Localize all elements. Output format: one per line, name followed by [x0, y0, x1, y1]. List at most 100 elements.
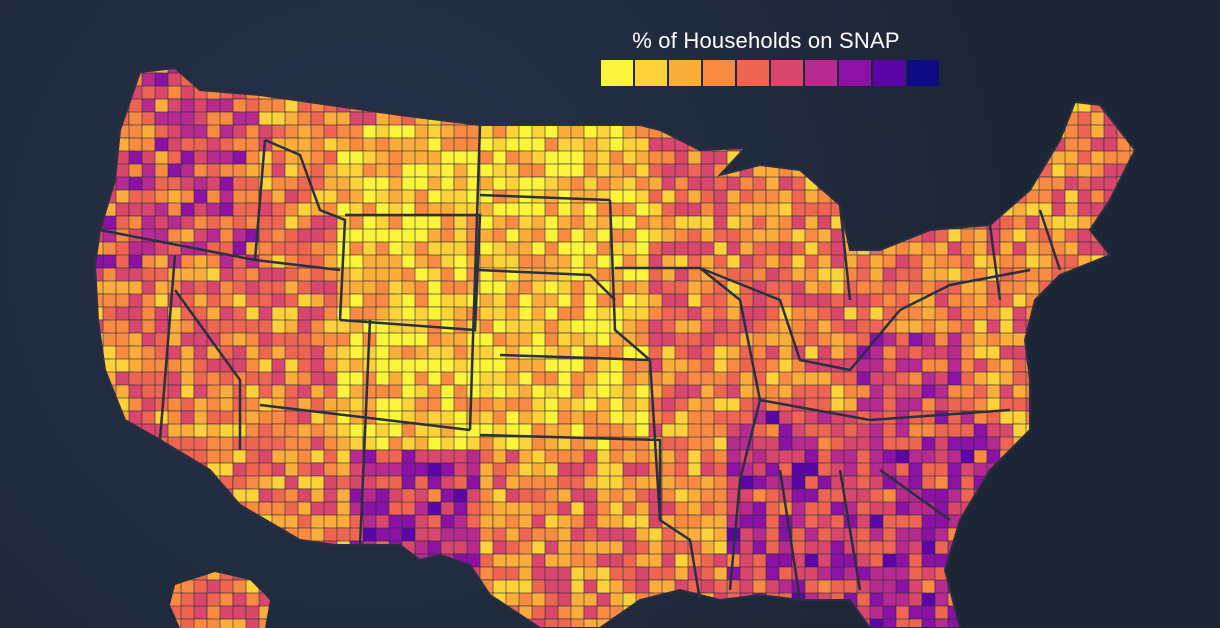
county — [856, 98, 878, 114]
county — [765, 98, 787, 118]
county — [583, 85, 600, 101]
county — [401, 592, 420, 609]
county — [362, 501, 377, 517]
county — [648, 605, 664, 623]
county — [128, 475, 145, 494]
county — [1129, 358, 1135, 376]
county — [128, 202, 143, 217]
county — [375, 85, 395, 103]
county — [1064, 345, 1082, 360]
county — [427, 68, 444, 76]
county — [414, 163, 430, 179]
county — [1077, 306, 1096, 324]
county — [1103, 358, 1120, 375]
county — [999, 527, 1015, 544]
county — [128, 462, 149, 478]
county — [453, 410, 468, 425]
county — [141, 488, 160, 504]
county — [414, 579, 435, 597]
county — [804, 150, 826, 170]
county — [466, 592, 484, 608]
county — [1116, 280, 1135, 298]
county — [1064, 436, 1084, 454]
county — [752, 605, 770, 623]
county — [726, 98, 741, 113]
county — [154, 306, 169, 321]
county — [128, 384, 143, 400]
county — [999, 176, 1021, 192]
county — [505, 228, 520, 243]
county — [531, 449, 547, 465]
county — [284, 553, 302, 572]
county — [843, 618, 858, 628]
county — [1103, 384, 1119, 401]
county — [778, 124, 800, 144]
county — [1090, 280, 1107, 299]
county — [323, 618, 343, 628]
county — [362, 68, 378, 79]
county — [908, 98, 929, 115]
county — [1064, 579, 1079, 596]
county — [492, 540, 508, 555]
county — [440, 605, 461, 623]
county — [752, 111, 772, 128]
county — [297, 501, 312, 517]
county — [128, 566, 149, 581]
county — [258, 553, 273, 570]
county — [882, 137, 903, 154]
county — [908, 475, 923, 490]
county — [167, 566, 186, 585]
county — [1051, 423, 1070, 439]
county — [323, 319, 339, 334]
county — [882, 150, 898, 166]
county — [1090, 436, 1111, 454]
county — [1129, 540, 1135, 558]
county — [479, 85, 499, 103]
county — [128, 514, 148, 530]
county — [1103, 475, 1123, 493]
county — [648, 397, 663, 412]
county — [323, 72, 341, 92]
county — [1103, 605, 1118, 624]
county — [1012, 488, 1031, 508]
county — [1064, 553, 1079, 569]
county — [479, 68, 499, 74]
county — [1064, 358, 1083, 376]
county — [505, 254, 520, 269]
county — [1090, 566, 1108, 581]
county — [817, 137, 833, 157]
county — [830, 150, 850, 167]
county — [206, 68, 225, 79]
county — [479, 618, 500, 628]
county — [1038, 345, 1056, 360]
county — [622, 579, 638, 595]
county — [1129, 332, 1135, 350]
county — [804, 111, 820, 127]
county — [687, 202, 702, 217]
county — [1129, 163, 1135, 181]
county — [1129, 345, 1135, 365]
county — [1064, 371, 1086, 386]
county — [1038, 527, 1058, 547]
county — [1064, 566, 1079, 583]
county — [1077, 345, 1095, 365]
county — [973, 553, 991, 570]
county — [1012, 527, 1030, 542]
county — [583, 98, 600, 118]
county — [154, 514, 176, 531]
county — [583, 68, 600, 79]
county — [1038, 501, 1059, 517]
county — [1077, 514, 1095, 533]
county — [1051, 605, 1072, 623]
county — [349, 72, 367, 89]
county — [622, 254, 638, 269]
county — [687, 111, 708, 126]
legend-swatch-1 — [635, 60, 667, 86]
county — [1012, 449, 1030, 468]
county — [999, 111, 1020, 131]
county — [791, 605, 811, 621]
county — [947, 137, 968, 157]
county — [154, 579, 170, 598]
county — [1077, 501, 1094, 518]
